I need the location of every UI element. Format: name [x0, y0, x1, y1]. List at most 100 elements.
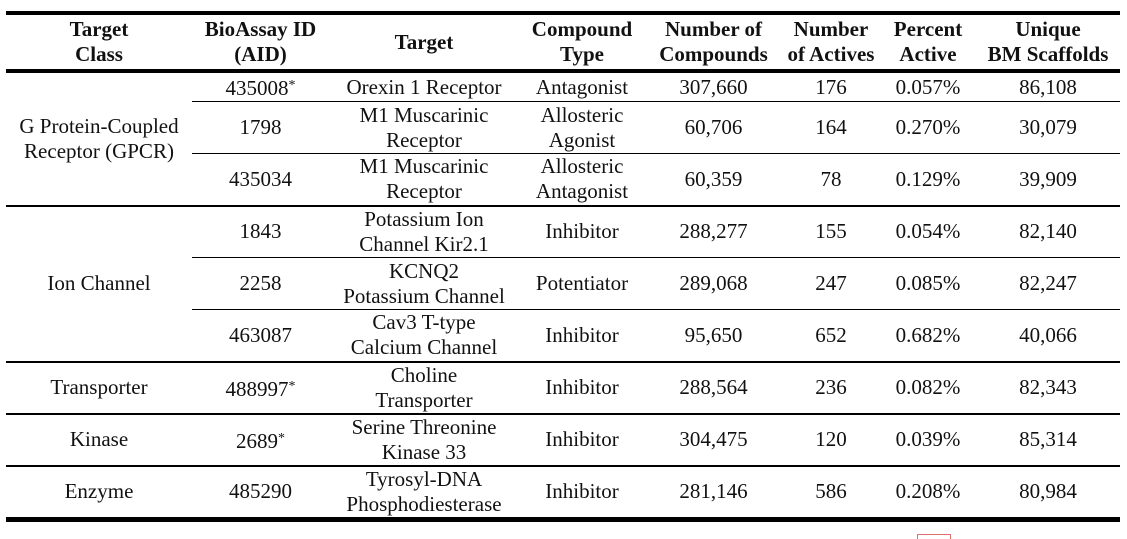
table-row: 2258 KCNQ2 Potassium Channel Potentiator 289… [6, 257, 1120, 310]
bm-scaffolds-cell: 80,984 [976, 464, 1120, 522]
table-row: 1798 M1 Muscarinic Receptor Allosteric Agoni… [6, 101, 1120, 154]
aid-cell: 1798 [192, 101, 329, 154]
target-line: Kinase 33 [381, 439, 467, 464]
target-cell: Orexin 1 Receptor [329, 70, 519, 102]
aid-cell: 2689* [192, 412, 329, 466]
table-row: Kinase 2689* Serine Threonine Kinase 33 Inhi… [6, 412, 1120, 466]
compound-type-cell: Inhibitor [519, 360, 645, 414]
target-cell: Potassium Ion Channel Kir2.1 [329, 204, 519, 258]
target-line: Channel Kir2.1 [359, 231, 489, 256]
compound-type-line: Allosteric [540, 154, 624, 179]
target-line: Choline [390, 362, 458, 387]
target-class-cell: Transporter [6, 360, 192, 414]
aid-cell: 1843 [192, 204, 329, 258]
target-line: Serine Threonine [351, 414, 497, 439]
target-cell: Tyrosyl-DNA Phosphodiesterase [329, 464, 519, 522]
column-header-line: Target [394, 29, 454, 54]
column-header-line: BioAssay ID [204, 17, 317, 41]
target-cell: M1 Muscarinic Receptor [329, 101, 519, 154]
num-actives-cell: 164 [782, 101, 880, 154]
num-compounds-cell: 304,475 [645, 412, 782, 466]
percent-active-cell: 0.039% [880, 412, 976, 466]
compound-type-cell: Potentiator [519, 257, 645, 310]
target-line: Phosphodiesterase [346, 491, 502, 516]
target-line: Calcium Channel [350, 335, 498, 360]
column-header: BioAssay ID (AID) [192, 11, 329, 71]
num-compounds-cell: 60,706 [645, 101, 782, 154]
percent-active-cell: 0.054% [880, 204, 976, 258]
target-class-line: Receptor (GPCR) [24, 138, 174, 163]
target-class-cell: Enzyme [6, 464, 192, 522]
num-actives-cell: 236 [782, 360, 880, 414]
column-header-line: Compounds [659, 42, 768, 66]
table-row: Transporter 488997* Choline Transporter Inhi… [6, 360, 1120, 414]
bm-scaffolds-cell: 30,079 [976, 101, 1120, 154]
compound-type-line: Inhibitor [545, 322, 619, 347]
compound-type-cell: Antagonist [519, 70, 645, 102]
compound-type-line: Antagonist [535, 74, 629, 99]
table-row: Ion Channel 1843 Potassium Ion Channel Kir2… [6, 204, 1120, 362]
target-line: Receptor [386, 127, 462, 152]
column-header: Unique BM Scaffolds [976, 11, 1120, 71]
column-header: Target Class [6, 11, 192, 71]
column-header-line: Unique [1015, 17, 1081, 41]
column-header-line: Class [75, 42, 123, 66]
column-header: Percent Active [880, 11, 976, 71]
bm-scaffolds-cell: 40,066 [976, 309, 1120, 362]
num-compounds-cell: 281,146 [645, 464, 782, 522]
aid-value: 2258 [239, 271, 282, 295]
page-edge-marker [917, 534, 951, 539]
column-header: Number of Actives [782, 11, 880, 71]
target-class-line: Ion Channel [47, 271, 151, 295]
percent-active-cell: 0.129% [880, 153, 976, 206]
bm-scaffolds-cell: 85,314 [976, 412, 1120, 466]
num-actives-cell: 247 [782, 257, 880, 310]
target-cell: Cav3 T-type Calcium Channel [329, 309, 519, 362]
aid-cell: 2258 [192, 257, 329, 310]
num-compounds-cell: 289,068 [645, 257, 782, 310]
column-header-line: Percent [893, 17, 963, 41]
column-header-line: Number [793, 17, 869, 41]
compound-type-line: Inhibitor [545, 375, 619, 399]
column-header-line: (AID) [234, 42, 287, 66]
target-cell: Choline Transporter [329, 360, 519, 414]
target-line: Receptor [386, 179, 462, 204]
bm-scaffolds-cell: 86,108 [976, 70, 1120, 102]
column-header-line: Target [69, 17, 129, 41]
target-cell: KCNQ2 Potassium Channel [329, 257, 519, 310]
table-row: Enzyme 485290 Tyrosyl-DNA Phosphodiesterase… [6, 464, 1120, 522]
aid-value: 485290 [229, 479, 292, 503]
aid-value: 488997 [225, 376, 289, 401]
bm-scaffolds-cell: 82,343 [976, 360, 1120, 414]
footnote-mark: * [288, 378, 296, 394]
percent-active-cell: 0.057% [880, 70, 976, 102]
aid-cell: 435034 [192, 153, 329, 206]
compound-type-cell: Allosteric Agonist [519, 101, 645, 154]
target-line: KCNQ2 [388, 258, 459, 283]
bm-scaffolds-cell: 39,909 [976, 153, 1120, 206]
num-actives-cell: 652 [782, 309, 880, 362]
footnote-mark: * [278, 430, 285, 446]
table-body: G Protein-Coupled Receptor (GPCR) 435008* O… [6, 70, 1120, 522]
bm-scaffolds-cell: 82,247 [976, 257, 1120, 310]
percent-active-cell: 0.085% [880, 257, 976, 310]
column-header: Number of Compounds [645, 11, 782, 71]
compound-type-line: Antagonist [535, 179, 629, 204]
target-class-line: Enzyme [64, 479, 134, 503]
num-compounds-cell: 60,359 [645, 153, 782, 206]
num-actives-cell: 78 [782, 153, 880, 206]
compound-type-cell: Inhibitor [519, 464, 645, 522]
aid-value: 1798 [239, 115, 282, 139]
aid-value: 435034 [229, 166, 292, 191]
percent-active-cell: 0.208% [880, 464, 976, 522]
target-line: Transporter [375, 387, 473, 412]
table-row: G Protein-Coupled Receptor (GPCR) 435008* O… [6, 70, 1120, 206]
target-line: Cav3 T-type [372, 310, 476, 335]
table-row: 463087 Cav3 T-type Calcium Channel Inhibito… [6, 309, 1120, 362]
num-actives-cell: 586 [782, 464, 880, 522]
num-actives-cell: 155 [782, 204, 880, 258]
target-cell: M1 Muscarinic Receptor [329, 153, 519, 206]
compound-type-line: Inhibitor [545, 219, 619, 244]
header-row: Target Class BioAssay ID (AID) Target Compoun… [6, 11, 1120, 71]
target-cell: Serine Threonine Kinase 33 [329, 412, 519, 466]
